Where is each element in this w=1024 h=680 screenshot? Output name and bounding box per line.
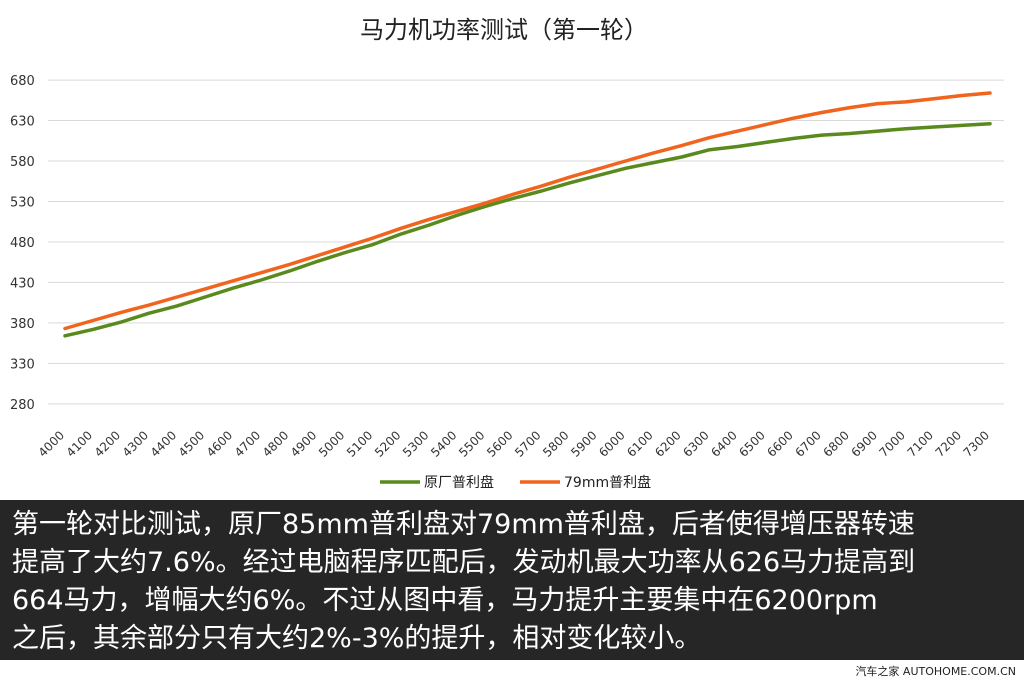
- x-tick-label: 7000: [877, 428, 908, 459]
- series-line-1: [63, 122, 992, 338]
- y-tick-label: 330: [10, 357, 35, 372]
- x-tick-label: 4300: [120, 428, 151, 459]
- y-tick-label: 680: [10, 74, 35, 89]
- y-tick-label: 580: [10, 155, 35, 170]
- chart-title: 马力机功率测试（第一轮）: [360, 16, 648, 44]
- y-tick-label: 380: [10, 317, 35, 332]
- x-tick-label: 6000: [596, 428, 627, 459]
- watermark: 汽车之家 AUTOHOME.COM.CN: [855, 665, 1016, 678]
- x-tick-label: 5800: [540, 428, 571, 459]
- x-tick-label: 6300: [680, 428, 711, 459]
- x-tick-label: 4200: [92, 428, 123, 459]
- x-tick-label: 4600: [204, 428, 235, 459]
- y-tick-label: 530: [10, 195, 35, 210]
- caption-box: 第一轮对比测试，原厂85mm普利盘对79mm普利盘，后者使得增压器转速 提高了大…: [0, 500, 1024, 660]
- footer: [0, 660, 1024, 680]
- chart-area: 马力机功率测试（第一轮） 680 630 580 530 480 430 380 330 280…: [10, 16, 1004, 491]
- x-tick-label: 6400: [708, 428, 739, 459]
- x-tick-label: 6700: [792, 428, 823, 459]
- caption-line: 提高了大约7.6%。经过电脑程序匹配后，发动机最大功率从626马力提高到: [12, 547, 916, 578]
- x-tick-label: 7100: [905, 428, 936, 459]
- x-tick-label: 6600: [764, 428, 795, 459]
- caption-line: 之后，其余部分只有大约2%-3%的提升，相对变化较小。: [12, 623, 702, 654]
- series-line-2: [63, 91, 992, 331]
- legend-label: 79mm普利盘: [564, 474, 651, 491]
- x-tick-label: 5000: [316, 428, 347, 459]
- x-tick-label: 4000: [36, 428, 67, 459]
- legend-label: 原厂普利盘: [424, 474, 494, 491]
- x-tick-label: 5700: [512, 428, 543, 459]
- x-tick-label: 4400: [148, 428, 179, 459]
- x-tick-label: 4800: [260, 428, 291, 459]
- y-tick-label: 630: [10, 115, 35, 130]
- x-tick-label: 7200: [933, 428, 964, 459]
- y-tick-label: 430: [10, 276, 35, 291]
- x-tick-label: 5900: [568, 428, 599, 459]
- x-tick-label: 4500: [176, 428, 207, 459]
- x-tick-label: 5500: [456, 428, 487, 459]
- x-tick-label: 6200: [652, 428, 683, 459]
- caption-line: 664马力，增幅大约6%。不过从图中看，马力提升主要集中在6200rpm: [12, 585, 878, 616]
- x-tick-label: 6900: [849, 428, 880, 459]
- x-tick-label: 4100: [64, 428, 95, 459]
- x-tick-label: 5300: [400, 428, 431, 459]
- x-tick-label: 5200: [372, 428, 403, 459]
- caption-line: 第一轮对比测试，原厂85mm普利盘对79mm普利盘，后者使得增压器转速: [12, 509, 915, 540]
- x-tick-label: 6100: [624, 428, 655, 459]
- y-tick-label: 280: [10, 398, 35, 413]
- x-tick-label: 5600: [484, 428, 515, 459]
- x-tick-label: 6500: [736, 428, 767, 459]
- x-tick-label: 4700: [232, 428, 263, 459]
- x-tick-label: 5400: [428, 428, 459, 459]
- x-tick-label: 6800: [820, 428, 851, 459]
- y-tick-label: 480: [10, 236, 35, 251]
- caption-text: 第一轮对比测试，原厂85mm普利盘对79mm普利盘，后者使得增压器转速 提高了大…: [12, 506, 1016, 658]
- line-chart: 马力机功率测试（第一轮） 680 630 580 530 480 430 380 330 280…: [10, 16, 1004, 491]
- x-tick-label: 4900: [288, 428, 319, 459]
- x-tick-label: 7300: [961, 428, 992, 459]
- x-tick-label: 5100: [344, 428, 375, 459]
